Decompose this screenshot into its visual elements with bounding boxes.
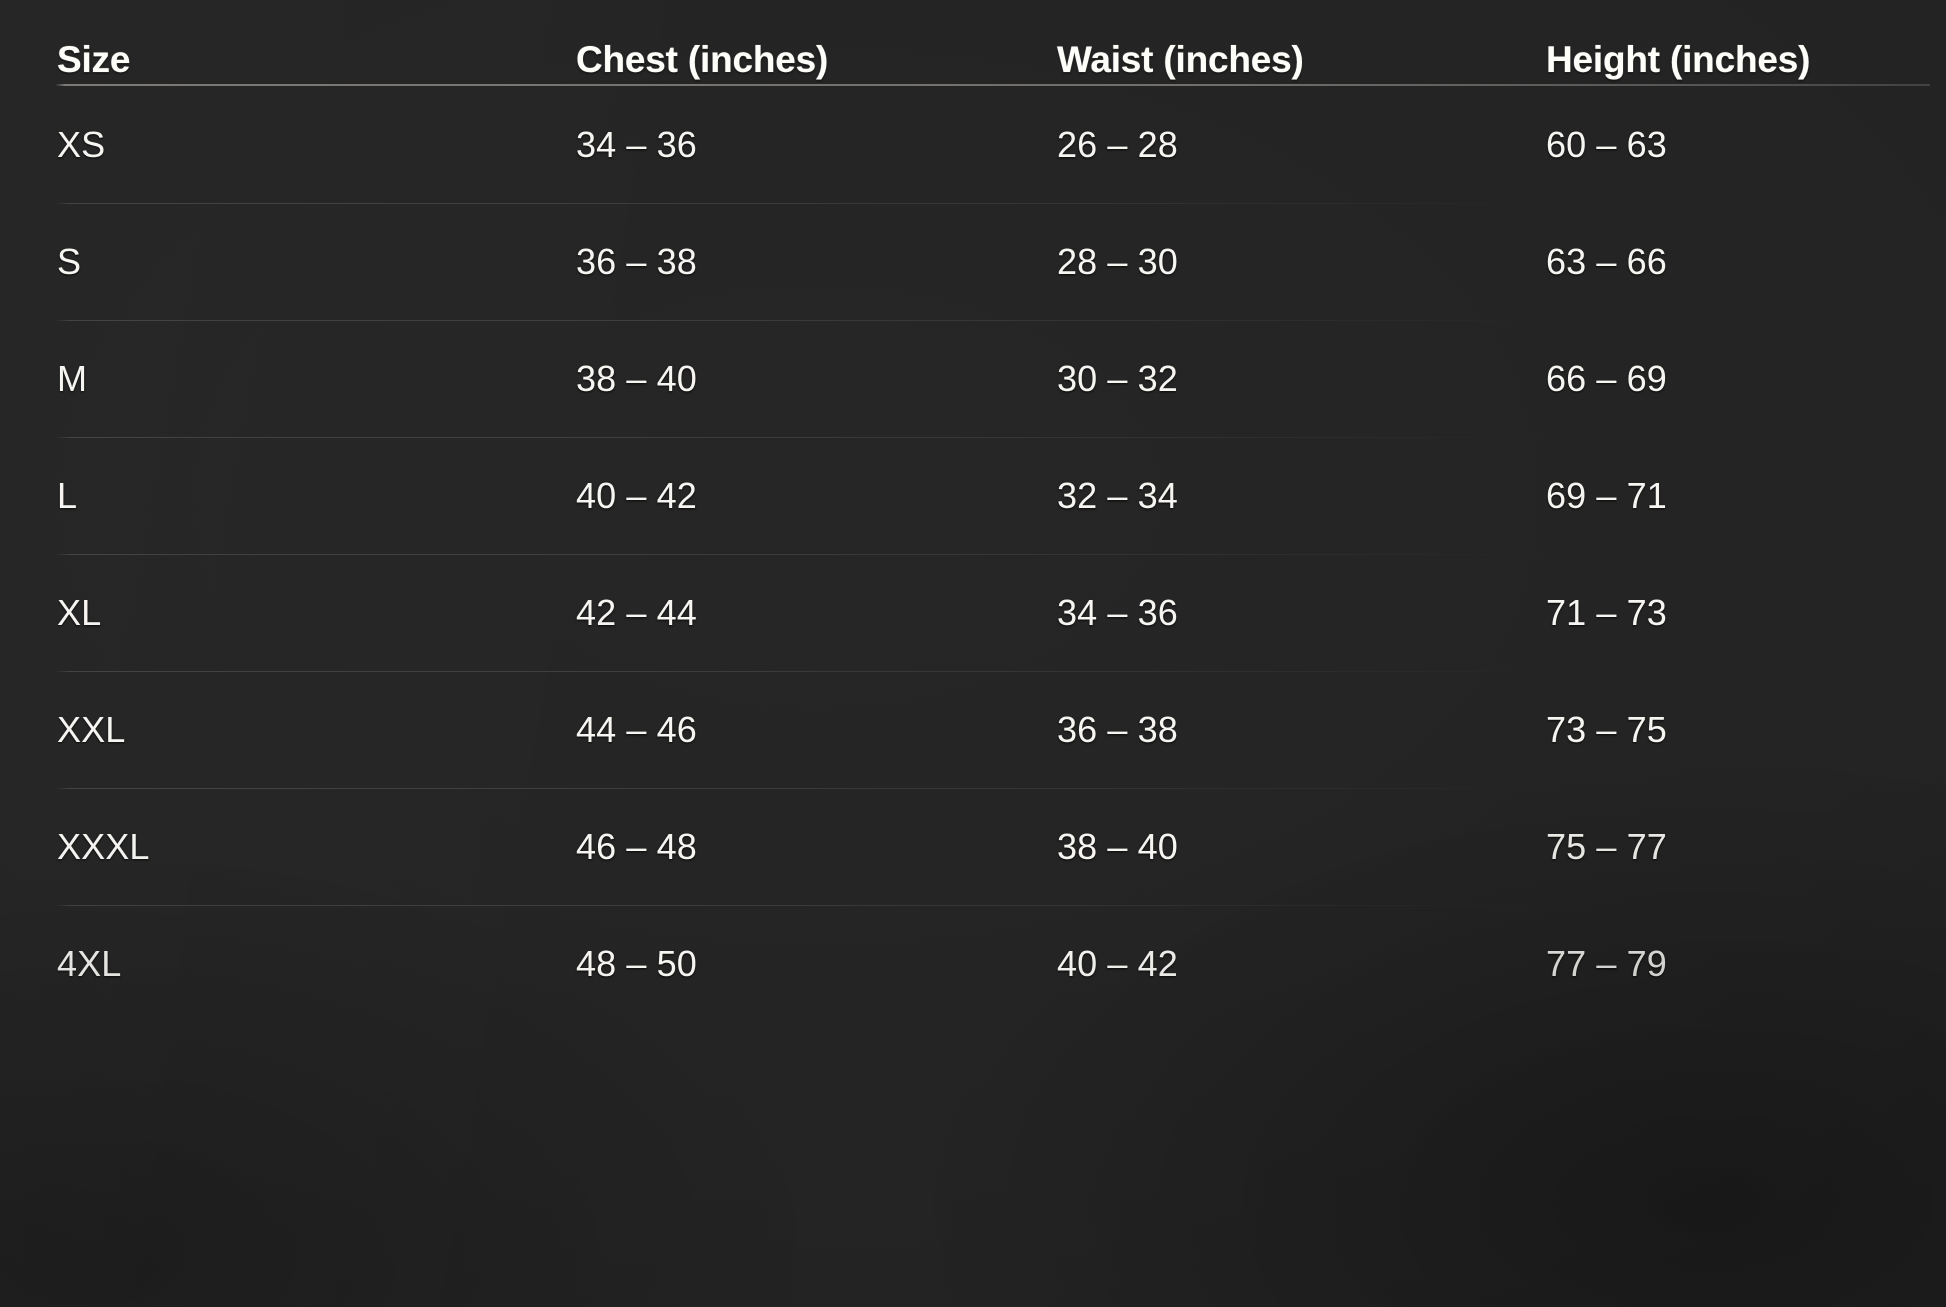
cell-chest: 34 – 36 bbox=[576, 123, 697, 165]
column-header-height: Height (inches) bbox=[1546, 39, 1811, 80]
cell-waist: 30 – 32 bbox=[1057, 357, 1178, 399]
table-row: S 36 – 38 28 – 30 63 – 66 bbox=[0, 203, 1946, 320]
size-chart-table: Size Chest (inches) Waist (inches) Heigh… bbox=[0, 0, 1946, 1022]
cell-size: XS bbox=[57, 123, 106, 165]
table-body: XS 34 – 36 26 – 28 60 – 63 S 36 – 38 28 … bbox=[0, 86, 1946, 1022]
cell-chest: 48 – 50 bbox=[576, 942, 697, 984]
cell-size: XXL bbox=[57, 708, 126, 750]
cell-height: 75 – 77 bbox=[1546, 825, 1667, 867]
cell-waist: 28 – 30 bbox=[1057, 240, 1178, 282]
column-header-waist: Waist (inches) bbox=[1057, 39, 1304, 80]
cell-waist: 36 – 38 bbox=[1057, 708, 1178, 750]
cell-waist: 26 – 28 bbox=[1057, 123, 1178, 165]
table-row: L 40 – 42 32 – 34 69 – 71 bbox=[0, 437, 1946, 554]
column-header-chest: Chest (inches) bbox=[576, 39, 829, 80]
table-header-row: Size Chest (inches) Waist (inches) Heigh… bbox=[0, 0, 1946, 86]
table-row: XL 42 – 44 34 – 36 71 – 73 bbox=[0, 554, 1946, 671]
table-row: XXXL 46 – 48 38 – 40 75 – 77 bbox=[0, 788, 1946, 905]
cell-height: 60 – 63 bbox=[1546, 123, 1667, 165]
cell-waist: 38 – 40 bbox=[1057, 825, 1178, 867]
cell-size: 4XL bbox=[57, 942, 122, 984]
cell-height: 77 – 79 bbox=[1546, 942, 1667, 984]
table-row: M 38 – 40 30 – 32 66 – 69 bbox=[0, 320, 1946, 437]
cell-chest: 46 – 48 bbox=[576, 825, 697, 867]
table-row: XXL 44 – 46 36 – 38 73 – 75 bbox=[0, 671, 1946, 788]
cell-chest: 42 – 44 bbox=[576, 591, 697, 633]
cell-height: 71 – 73 bbox=[1546, 591, 1667, 633]
cell-waist: 40 – 42 bbox=[1057, 942, 1178, 984]
cell-height: 69 – 71 bbox=[1546, 474, 1667, 516]
cell-size: M bbox=[57, 357, 88, 399]
cell-height: 63 – 66 bbox=[1546, 240, 1667, 282]
cell-waist: 32 – 34 bbox=[1057, 474, 1178, 516]
cell-chest: 38 – 40 bbox=[576, 357, 697, 399]
cell-size: S bbox=[57, 240, 82, 282]
cell-size: L bbox=[57, 474, 78, 516]
cell-chest: 44 – 46 bbox=[576, 708, 697, 750]
table-row: XS 34 – 36 26 – 28 60 – 63 bbox=[0, 86, 1946, 203]
table-row: 4XL 48 – 50 40 – 42 77 – 79 bbox=[0, 905, 1946, 1022]
cell-chest: 36 – 38 bbox=[576, 240, 697, 282]
cell-size: XL bbox=[57, 591, 102, 633]
cell-height: 66 – 69 bbox=[1546, 357, 1667, 399]
column-header-size: Size bbox=[57, 39, 131, 80]
cell-chest: 40 – 42 bbox=[576, 474, 697, 516]
cell-height: 73 – 75 bbox=[1546, 708, 1667, 750]
cell-waist: 34 – 36 bbox=[1057, 591, 1178, 633]
header-divider bbox=[55, 84, 1930, 86]
cell-size: XXXL bbox=[57, 825, 150, 867]
